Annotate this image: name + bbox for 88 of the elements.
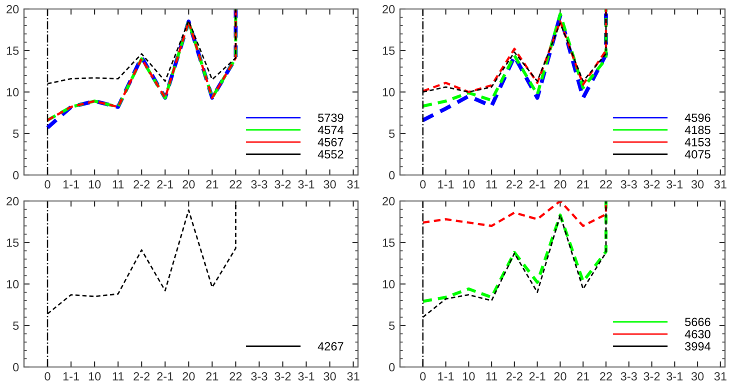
y-tick-label: 10 <box>6 88 19 96</box>
x-tick-label: 31 <box>714 372 726 381</box>
x-tick-label: 30 <box>691 372 704 381</box>
legend-label: 4267 <box>318 342 344 350</box>
x-tick-label: 3-2 <box>274 372 291 381</box>
x-tick-label: 10 <box>462 372 475 381</box>
y-tick-label: 15 <box>6 238 19 247</box>
x-tick-label: 1-1 <box>63 180 79 188</box>
y-tick-label: 15 <box>382 46 395 55</box>
x-tick-label: 3-3 <box>251 180 268 189</box>
x-tick-label: 2-2 <box>506 372 522 380</box>
x-tick-label: 3-1 <box>666 372 683 381</box>
x-tick-label: 20 <box>554 180 566 189</box>
x-tick-label: 21 <box>206 372 218 380</box>
y-tick-label: 20 <box>6 5 19 14</box>
x-tick-label: 0 <box>44 372 50 381</box>
x-tick-label: 0 <box>420 372 426 381</box>
x-tick-label: 0 <box>420 180 426 189</box>
y-tick-label: 5 <box>13 130 19 138</box>
x-tick-label: 11 <box>112 180 124 188</box>
x-tick-label: 30 <box>691 180 704 189</box>
x-tick-label: 2-2 <box>134 372 150 380</box>
y-tick-label: 0 <box>389 363 395 372</box>
x-tick-label: 20 <box>182 372 195 381</box>
x-tick-label: 22 <box>600 372 612 380</box>
x-tick-label: 10 <box>462 180 475 189</box>
x-tick-label: 30 <box>324 372 336 381</box>
x-tick-label: 2-1 <box>157 180 174 188</box>
y-tick-label: 5 <box>389 130 395 138</box>
x-tick-label: 2-2 <box>134 180 150 188</box>
y-tick-label: 5 <box>389 322 395 330</box>
x-tick-label: 3-2 <box>274 180 291 189</box>
y-tick-label: 0 <box>13 363 19 372</box>
y-tick-label: 0 <box>13 171 19 180</box>
legend-label: 4567 <box>318 138 344 146</box>
legend-label: 4185 <box>684 126 710 134</box>
x-tick-label: 2-1 <box>529 180 546 188</box>
x-tick-label: 1-1 <box>63 372 79 380</box>
y-tick-label: 5 <box>13 322 19 330</box>
y-tick-label: 20 <box>382 197 395 206</box>
legend-label: 4574 <box>318 126 344 134</box>
y-tick-label: 15 <box>6 46 19 55</box>
x-tick-label: 22 <box>230 372 242 380</box>
x-tick-label: 20 <box>182 180 195 189</box>
x-tick-label: 3-2 <box>644 180 660 189</box>
y-tick-label: 10 <box>6 280 19 288</box>
legend-label: 4596 <box>684 114 710 122</box>
x-tick-label: 2-2 <box>506 180 522 188</box>
y-tick-label: 20 <box>6 197 19 206</box>
x-tick-label: 21 <box>577 180 590 188</box>
x-tick-label: 20 <box>554 372 566 381</box>
x-tick-label: 2-1 <box>529 372 546 380</box>
legend-label: 5739 <box>318 114 344 122</box>
y-tick-label: 0 <box>389 171 395 180</box>
legend-label: 4075 <box>684 150 710 158</box>
y-tick-label: 10 <box>382 280 395 288</box>
legend-label: 3994 <box>685 342 710 350</box>
x-tick-label: 31 <box>347 372 360 381</box>
x-tick-label: 21 <box>577 372 590 380</box>
x-tick-label: 3-3 <box>251 372 268 381</box>
x-tick-label: 22 <box>600 180 612 188</box>
x-tick-label: 11 <box>112 372 124 380</box>
x-tick-label: 31 <box>347 180 360 189</box>
x-tick-label: 3-3 <box>620 372 637 381</box>
y-tick-label: 15 <box>382 238 395 247</box>
x-tick-label: 31 <box>714 180 726 189</box>
x-tick-label: 3-2 <box>644 372 660 381</box>
x-tick-label: 3-1 <box>666 180 683 189</box>
x-tick-label: 3-1 <box>298 372 314 381</box>
x-tick-label: 1-1 <box>438 372 454 380</box>
y-tick-label: 10 <box>382 88 395 96</box>
x-tick-label: 11 <box>486 180 498 188</box>
x-tick-label: 10 <box>88 372 101 381</box>
legend-label: 4153 <box>684 138 710 146</box>
x-tick-label: 2-1 <box>157 372 174 380</box>
legend-label: 5666 <box>685 318 710 326</box>
x-tick-label: 10 <box>88 180 101 189</box>
x-tick-label: 3-3 <box>620 180 637 189</box>
x-tick-label: 3-1 <box>298 180 314 189</box>
x-tick-label: 22 <box>230 180 242 188</box>
x-tick-label: 30 <box>324 180 336 189</box>
x-tick-label: 1-1 <box>438 180 454 188</box>
x-tick-label: 11 <box>486 372 498 380</box>
y-tick-label: 20 <box>382 5 395 14</box>
legend-label: 4630 <box>684 330 710 338</box>
legend-label: 4552 <box>318 150 344 158</box>
x-tick-label: 0 <box>44 180 50 189</box>
x-tick-label: 21 <box>206 180 218 188</box>
